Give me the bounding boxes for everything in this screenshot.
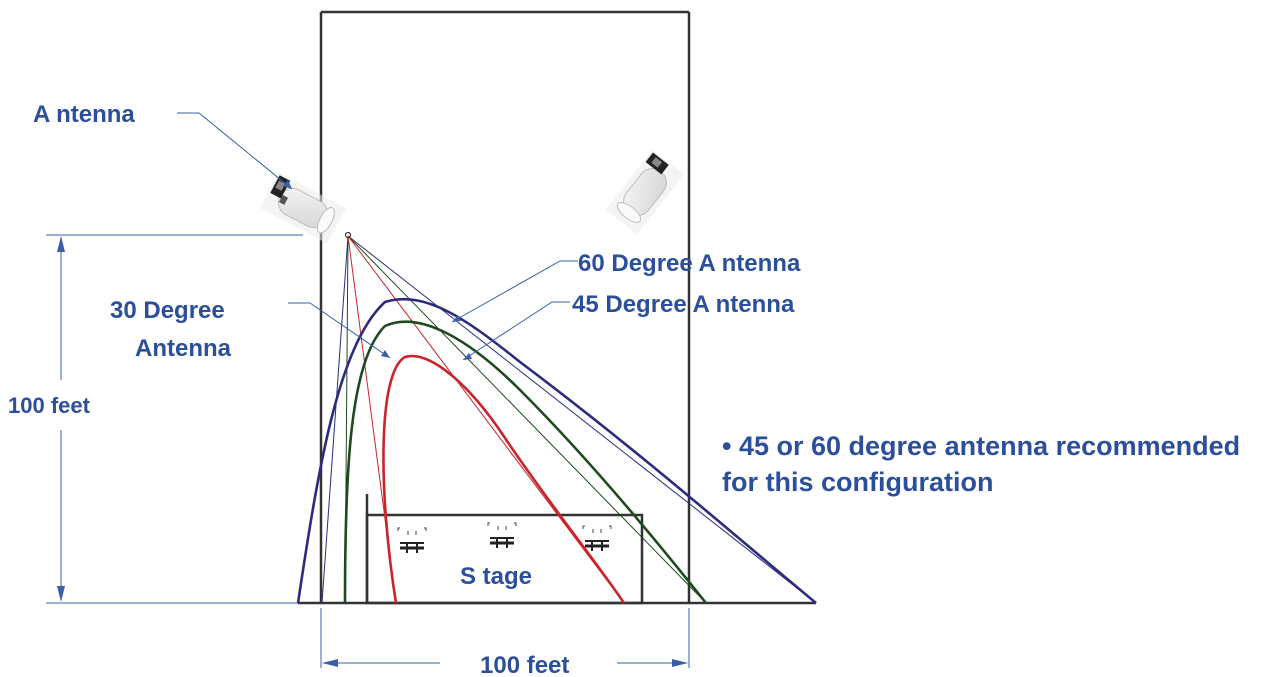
height-dimension-label: 100 feet <box>8 393 91 418</box>
label-30-degree-line1: 30 Degree <box>110 297 225 324</box>
antenna-mount-point <box>344 231 352 239</box>
coverage-curve-45-degree <box>343 320 708 604</box>
height-dimension-line <box>46 234 303 604</box>
label-45-degree-antenna: 45 Degree A ntenna <box>572 291 795 318</box>
leader-lines <box>177 112 578 361</box>
label-30-degree-line2: Antenna <box>135 335 232 362</box>
label-60-degree-antenna: 60 Degree A ntenna <box>578 250 801 277</box>
leader-arrowheads <box>283 180 472 360</box>
coverage-curve-60-degree <box>296 297 817 605</box>
recommendation-note-line2: for this configuration <box>722 467 993 497</box>
coverage-curve-30-degree <box>382 354 626 604</box>
stage-equipment-icon-right <box>582 525 612 551</box>
antenna-left-icon <box>260 172 346 244</box>
width-dimension-label: 100 feet <box>480 652 569 677</box>
antenna-right-icon <box>605 149 685 235</box>
stage-platform <box>365 494 644 605</box>
stage-equipment-icon-center <box>487 522 517 548</box>
stage-equipment-icon-left <box>397 527 427 553</box>
width-dimension-arrows <box>322 659 688 667</box>
recommendation-note-line1: • 45 or 60 degree antenna recommended <box>722 431 1240 461</box>
height-dimension-arrows <box>57 236 65 602</box>
antenna-label: A ntenna <box>33 101 135 128</box>
stage-label: S tage <box>460 563 532 590</box>
